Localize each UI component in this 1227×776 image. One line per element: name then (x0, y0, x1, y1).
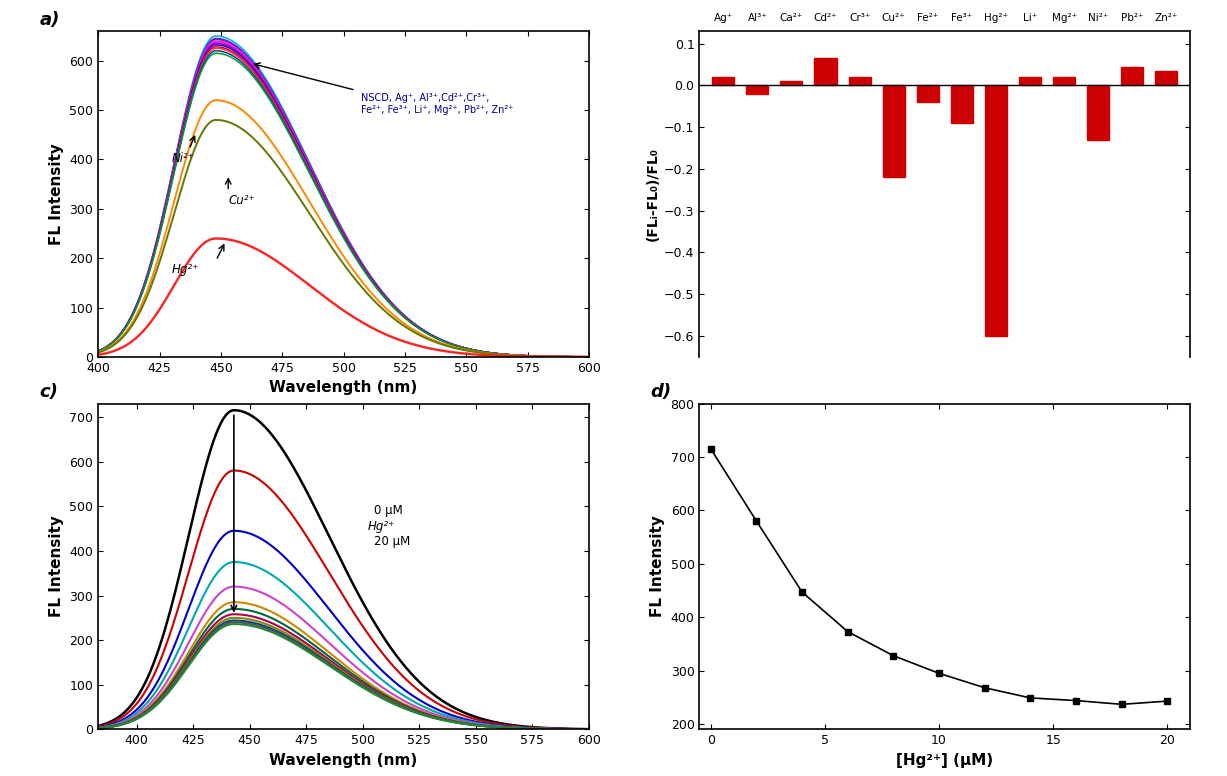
Text: d): d) (650, 383, 671, 401)
Y-axis label: (FLᵢ-FL₀)/FL₀: (FLᵢ-FL₀)/FL₀ (645, 147, 660, 241)
Bar (917, 85, 939, 102)
Text: Cu²⁺: Cu²⁺ (228, 194, 255, 207)
Bar (849, 77, 871, 85)
X-axis label: Wavelength (nm): Wavelength (nm) (270, 753, 417, 768)
Bar (1121, 67, 1144, 85)
X-axis label: Wavelength (nm): Wavelength (nm) (270, 380, 417, 396)
Bar (746, 85, 768, 94)
Bar (1053, 77, 1075, 85)
Bar (951, 85, 973, 123)
Text: 20 μM: 20 μM (374, 535, 410, 549)
Bar (1087, 85, 1109, 140)
Y-axis label: FL Intensity: FL Intensity (49, 143, 64, 245)
Bar (882, 85, 904, 177)
Bar (712, 77, 734, 85)
Y-axis label: FL Intensity: FL Intensity (650, 515, 665, 618)
Text: Hg²⁺: Hg²⁺ (172, 263, 199, 276)
Text: 0 μM: 0 μM (374, 504, 402, 517)
Bar (985, 85, 1007, 336)
Text: Ni²⁺: Ni²⁺ (172, 152, 195, 165)
Bar (780, 81, 802, 85)
Text: NSCD, Ag⁺, Al³⁺,Cd²⁺,Cr³⁺,: NSCD, Ag⁺, Al³⁺,Cd²⁺,Cr³⁺, (361, 93, 490, 102)
Y-axis label: FL Intensity: FL Intensity (49, 515, 64, 618)
Bar (1018, 77, 1040, 85)
Text: Fe²⁺, Fe³⁺, Li⁺, Mg²⁺, Pb²⁺, Zn²⁺: Fe²⁺, Fe³⁺, Li⁺, Mg²⁺, Pb²⁺, Zn²⁺ (361, 105, 513, 115)
Text: b): b) (650, 0, 671, 2)
Text: c): c) (39, 383, 58, 401)
Bar (815, 58, 837, 85)
Text: a): a) (39, 11, 60, 29)
Bar (1156, 71, 1178, 85)
Text: Hg²⁺: Hg²⁺ (367, 520, 395, 533)
X-axis label: [Hg²⁺] (μM): [Hg²⁺] (μM) (896, 753, 994, 768)
